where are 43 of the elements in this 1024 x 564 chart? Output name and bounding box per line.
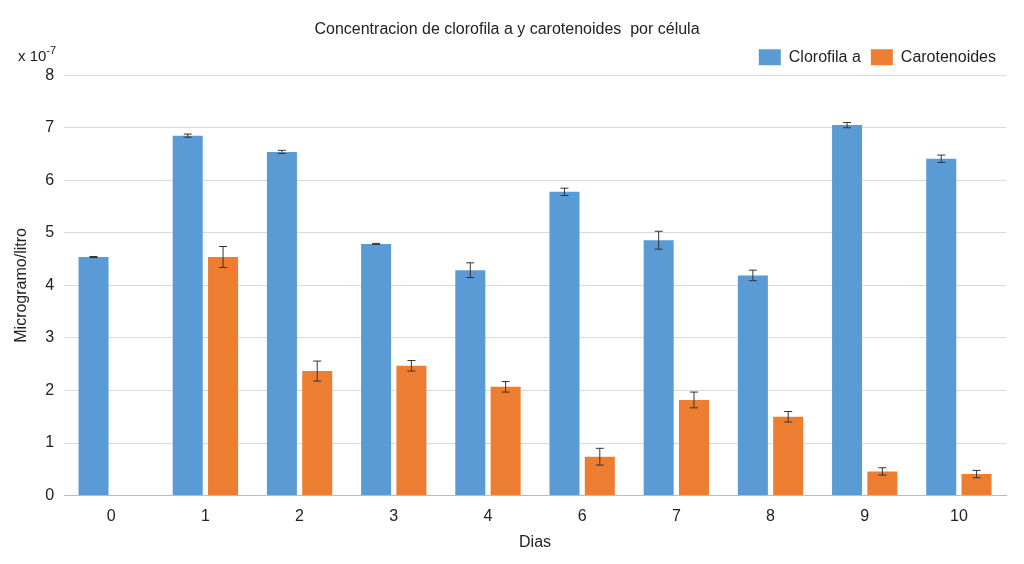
x-tick-label: 7 (671, 506, 681, 524)
y-tick-label: 3 (45, 328, 55, 346)
bar (584, 456, 615, 496)
bar (867, 471, 898, 496)
bar (832, 125, 863, 496)
x-tick-label: 6 (577, 506, 587, 524)
bar (361, 243, 392, 496)
y-tick-label: 0 (45, 486, 55, 504)
y-tick-label: 2 (45, 380, 55, 398)
x-tick-label: 1 (200, 506, 210, 524)
bar (643, 240, 674, 496)
x-tick-label: 3 (389, 506, 399, 524)
legend-label: Clorofila a (788, 47, 861, 65)
y-tick-label: 8 (45, 65, 55, 83)
x-tick-label: 4 (483, 506, 493, 524)
chart-title: Concentracion de clorofila a y carotenoides por célula (314, 20, 700, 38)
x-tick-label: 8 (766, 506, 776, 524)
bar (208, 257, 239, 496)
bar (678, 399, 710, 496)
bar (266, 151, 297, 496)
y-axis-title: Microgramo/litro (12, 227, 30, 343)
bar (773, 416, 804, 496)
x-tick-label: 9 (860, 506, 870, 524)
bar (549, 191, 580, 496)
y-tick-label: 4 (45, 275, 55, 293)
bar (490, 386, 521, 496)
x-tick-label: 0 (106, 506, 116, 524)
bar (455, 270, 486, 496)
y-tick-label: 1 (45, 433, 55, 451)
bar (396, 365, 427, 496)
y-tick-label: 7 (45, 118, 55, 136)
bar (737, 275, 768, 496)
bar (926, 158, 957, 496)
x-tick-label: 2 (295, 506, 305, 524)
legend-label: Carotenoides (900, 47, 996, 65)
bar (961, 474, 992, 496)
x-tick-label: 10 (950, 506, 968, 524)
x-axis-title: Dias (519, 532, 552, 550)
bar (78, 257, 109, 496)
bar (172, 135, 203, 496)
bar (302, 371, 333, 496)
y-tick-label: 6 (45, 170, 55, 188)
y-tick-label: 5 (45, 223, 55, 241)
